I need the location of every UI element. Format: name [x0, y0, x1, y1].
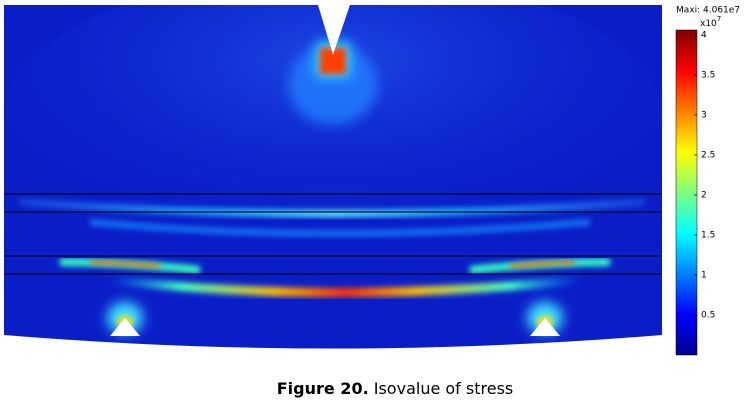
scale-base: x10 — [700, 19, 717, 29]
tick-label: 3 — [701, 110, 707, 120]
stress-field — [4, 5, 662, 349]
colorbar-ticks: 0.5 1 1.5 2 2.5 3 3.5 4 — [694, 30, 715, 320]
scale-exponent: 7 — [717, 15, 721, 23]
colorbar — [675, 29, 698, 356]
layer-lines — [4, 193, 662, 275]
tick-label: 4 — [701, 30, 707, 40]
tick-label: 3.5 — [701, 70, 715, 80]
tick-label: 2 — [701, 190, 707, 200]
scale-label: x107 — [700, 15, 721, 29]
tick-label: 2.5 — [701, 150, 715, 160]
tick-label: 1 — [701, 270, 707, 280]
caption-number: Figure 20. — [277, 379, 369, 398]
caption: Figure 20. Isovalue of stress — [277, 379, 514, 398]
max-label: Maxi: 4.061e7 — [676, 6, 740, 16]
tick-label: 0.5 — [701, 310, 715, 320]
caption-text: Isovalue of stress — [374, 379, 514, 398]
tick-label: 1.5 — [701, 230, 715, 240]
